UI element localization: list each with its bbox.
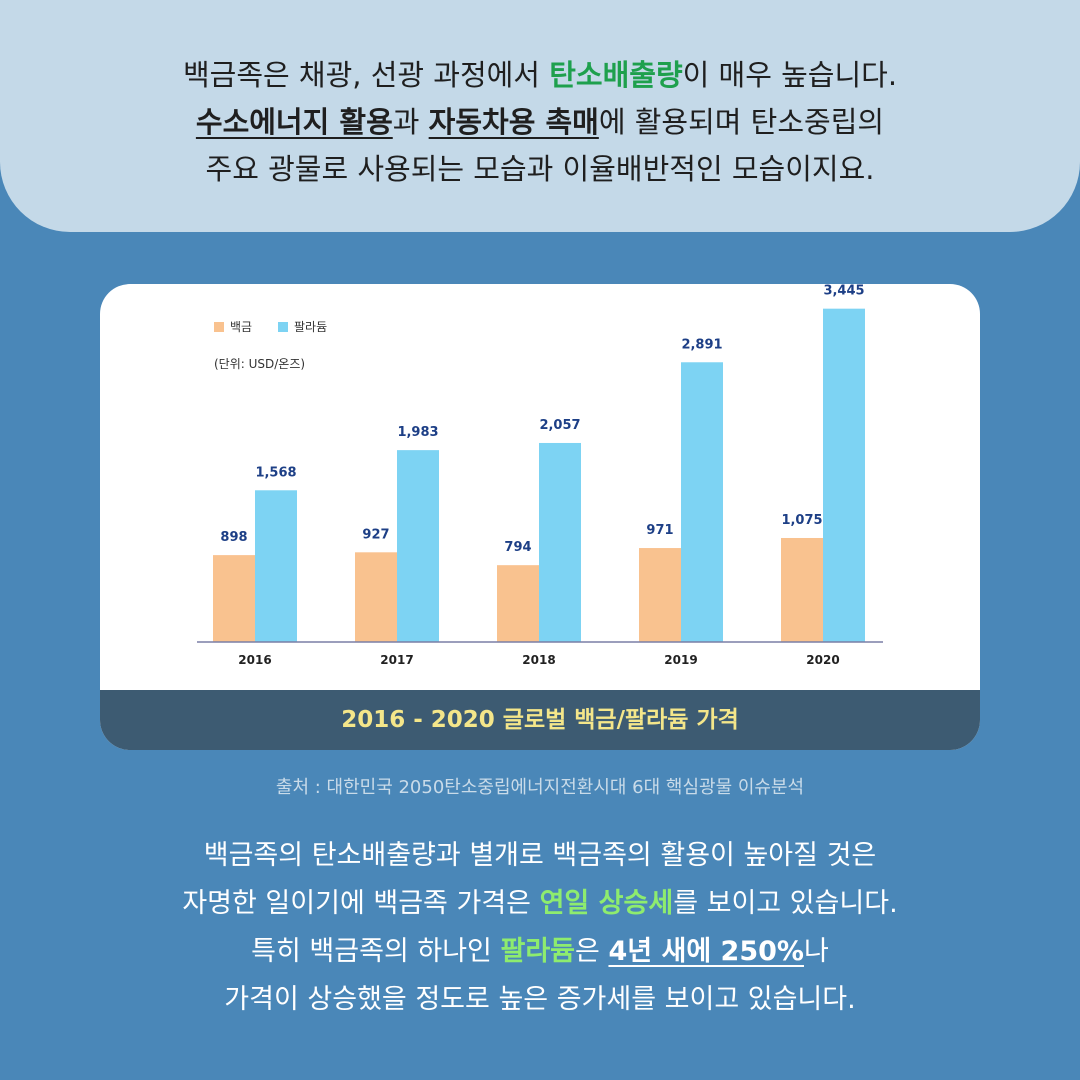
- bar-palladium-2020: [823, 308, 865, 642]
- source-note: 출처 : 대한민국 2050탄소중립에너지전환시대 6대 핵심광물 이슈분석: [275, 777, 805, 798]
- chart-legend: 백금 팔라듐: [214, 320, 327, 334]
- chart-caption: 2016 - 2020 글로벌 백금/팔라듐 가격: [100, 690, 980, 750]
- bar-palladium-2018: [539, 442, 581, 642]
- bar-palladium-2016: [255, 490, 297, 642]
- outro-line-1: 백금족의 탄소배출량과 별개로 백금족의 활용이 높아질 것은: [203, 840, 877, 871]
- intro-line-2-post: 에 활용되며 탄소중립의: [598, 105, 885, 139]
- value-label-palladium-2019: 2,891: [681, 337, 722, 352]
- bar-palladium-2017: [397, 450, 439, 642]
- intro-line-1: 백금족은 채광, 선광 과정에서 탄소배출량이 매우 높습니다.: [0, 52, 1080, 99]
- outro-line-2-post: 를 보이고 있습니다.: [673, 888, 898, 919]
- intro-highlight-carbon: 탄소배출량: [549, 58, 683, 92]
- outro-text: 백금족의 탄소배출량과 별개로 백금족의 활용이 높아질 것은 자명한 일이기에…: [0, 832, 1080, 1024]
- intro-line-2: 수소에너지 활용과 자동차용 촉매에 활용되며 탄소중립의: [0, 99, 1080, 146]
- value-label-palladium-2017: 1,983: [397, 425, 438, 440]
- value-label-platinum-2019: 971: [646, 523, 673, 538]
- chart-bars: 898 1,568 927 1,983 794 2,057 971 2,891 1,075 3,4…: [213, 284, 865, 642]
- x-tick-2018: 2018: [522, 653, 555, 667]
- value-label-platinum-2017: 927: [362, 527, 389, 542]
- intro-emphasis-catalyst: 자동차용 촉매: [428, 105, 599, 139]
- outro-line-3-pre: 특히 백금족의 하나인: [251, 936, 501, 967]
- outro-line-3-post: 나: [803, 936, 829, 967]
- x-tick-2016: 2016: [238, 653, 271, 667]
- intro-line-1-post: 이 매우 높습니다.: [682, 58, 898, 92]
- bar-platinum-2018: [497, 565, 539, 642]
- value-label-palladium-2016: 1,568: [255, 465, 296, 480]
- chart-unit-note: (단위: USD/온즈): [214, 357, 305, 371]
- intro-line-2-mid: 과: [392, 105, 429, 139]
- bar-platinum-2020: [781, 537, 823, 642]
- outro-highlight-rising: 연일 상승세: [539, 888, 674, 919]
- value-label-platinum-2018: 794: [504, 540, 531, 555]
- bar-palladium-2019: [681, 362, 723, 642]
- bar-platinum-2016: [213, 555, 255, 642]
- x-tick-2020: 2020: [806, 653, 839, 667]
- legend-swatch-platinum: [214, 322, 224, 332]
- bar-platinum-2019: [639, 548, 681, 642]
- bar-platinum-2017: [355, 552, 397, 642]
- value-label-palladium-2020: 3,445: [823, 284, 864, 299]
- value-label-platinum-2020: 1,075: [781, 513, 822, 528]
- intro-line-3: 주요 광물로 사용되는 모습과 이율배반적인 모습이지요.: [205, 152, 875, 186]
- x-tick-2017: 2017: [380, 653, 413, 667]
- outro-line-3-mid: 은: [575, 936, 609, 967]
- outro-highlight-palladium: 팔라듐: [500, 936, 576, 967]
- legend-label-palladium: 팔라듐: [294, 320, 327, 334]
- x-tick-2019: 2019: [664, 653, 697, 667]
- outro-line-2: 자명한 일이기에 백금족 가격은 연일 상승세를 보이고 있습니다.: [0, 880, 1080, 928]
- outro-line-2-pre: 자명한 일이기에 백금족 가격은: [182, 888, 540, 919]
- intro-text: 백금족은 채광, 선광 과정에서 탄소배출량이 매우 높습니다. 수소에너지 활…: [0, 0, 1080, 193]
- x-axis-ticks: 2016 2017 2018 2019 2020: [238, 653, 839, 667]
- intro-panel: 백금족은 채광, 선광 과정에서 탄소배출량이 매우 높습니다. 수소에너지 활…: [0, 0, 1080, 232]
- intro-emphasis-hydrogen: 수소에너지 활용: [195, 105, 393, 139]
- outro-line-3: 특히 백금족의 하나인 팔라듐은 4년 새에 250%나: [0, 928, 1080, 976]
- value-label-palladium-2018: 2,057: [539, 418, 580, 433]
- legend-swatch-palladium: [278, 322, 288, 332]
- outro-line-4: 가격이 상승했을 정도로 높은 증가세를 보이고 있습니다.: [224, 984, 856, 1015]
- outro-emphasis-250: 4년 새에 250%: [608, 936, 804, 967]
- intro-line-1-pre: 백금족은 채광, 선광 과정에서: [182, 58, 550, 92]
- legend-label-platinum: 백금: [230, 320, 252, 334]
- bar-chart: 백금 팔라듐 (단위: USD/온즈) 898 1,568 927 1,983 794 2,…: [197, 284, 883, 667]
- value-label-platinum-2016: 898: [220, 530, 247, 545]
- chart-card: 백금 팔라듐 (단위: USD/온즈) 898 1,568 927 1,983 794 2,…: [100, 284, 980, 750]
